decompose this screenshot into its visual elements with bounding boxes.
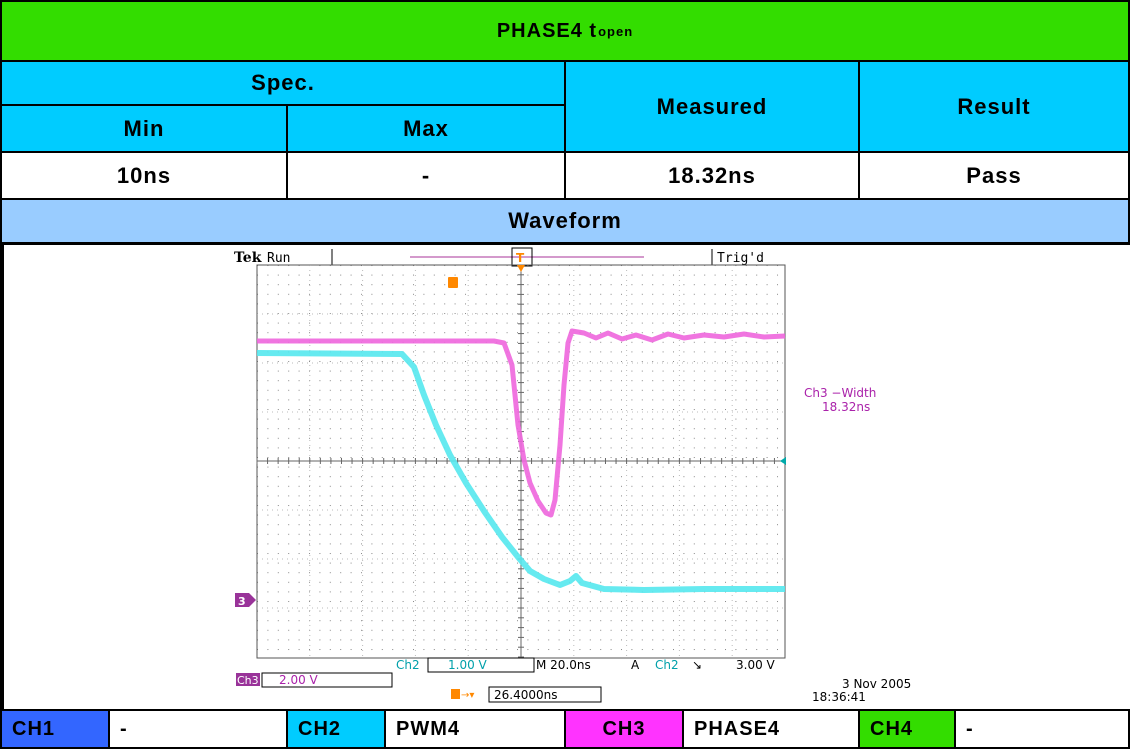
measured-value: 18.32ns bbox=[566, 153, 858, 198]
ch4-badge: CH4 bbox=[860, 711, 954, 747]
delay-value: 26.4000ns bbox=[494, 688, 557, 702]
trigger-slope: ↘ bbox=[692, 658, 702, 672]
ch2-scale: 1.00 V bbox=[448, 658, 488, 672]
ch1-signal: - bbox=[110, 711, 286, 747]
ch3-badge: Ch3 bbox=[237, 674, 259, 687]
trigger-level: 3.00 V bbox=[736, 658, 776, 672]
oscilloscope-screenshot: Tek Run T Trig'd bbox=[4, 245, 1130, 709]
measurement-value: 18.32ns bbox=[822, 400, 870, 414]
measured-header: Measured bbox=[566, 62, 858, 151]
svg-text:→▾: →▾ bbox=[461, 690, 474, 701]
measurement-name: Ch3 −Width bbox=[804, 386, 876, 400]
max-header: Max bbox=[288, 106, 564, 151]
trigger-position-marker: T bbox=[516, 251, 525, 265]
scope-run-state: Run bbox=[267, 251, 290, 266]
ch3-signal: PHASE4 bbox=[684, 711, 858, 747]
ch1-badge: CH1 bbox=[2, 711, 108, 747]
ch4-signal: - bbox=[956, 711, 1128, 747]
ch3-scale: 2.00 V bbox=[279, 673, 319, 687]
trigger-source: Ch2 bbox=[655, 658, 679, 672]
waveform-header: Waveform bbox=[2, 200, 1128, 242]
scope-brand: Tek bbox=[234, 250, 262, 266]
title-text: PHASE4 t bbox=[497, 20, 597, 43]
trigger-mode: A bbox=[631, 658, 640, 672]
spec-header: Spec. bbox=[2, 62, 564, 104]
waveform-panel: Tek Run T Trig'd bbox=[4, 245, 1130, 709]
title-bar: PHASE4 t open bbox=[2, 2, 1128, 60]
max-value: - bbox=[288, 153, 564, 198]
ch2-signal: PWM4 bbox=[386, 711, 564, 747]
trigger-marker-icon bbox=[448, 277, 458, 288]
ch2-badge: CH2 bbox=[288, 711, 384, 747]
delay-marker-icon bbox=[451, 689, 460, 699]
timebase: M 20.0ns bbox=[536, 658, 591, 672]
title-subscript: open bbox=[598, 24, 633, 39]
ch3-ground-marker: 3 bbox=[235, 593, 256, 608]
trigger-status: Trig'd bbox=[717, 251, 764, 266]
result-header: Result bbox=[860, 62, 1128, 151]
ch3-marker-label: 3 bbox=[238, 595, 246, 608]
min-header: Min bbox=[2, 106, 286, 151]
ch2-label: Ch2 bbox=[396, 658, 420, 672]
min-value: 10ns bbox=[2, 153, 286, 198]
capture-time: 18:36:41 bbox=[812, 690, 866, 704]
graticule bbox=[257, 265, 785, 658]
result-value: Pass bbox=[860, 153, 1128, 198]
capture-date: 3 Nov 2005 bbox=[842, 677, 911, 691]
ch3-badge-legend: CH3 bbox=[566, 711, 682, 747]
